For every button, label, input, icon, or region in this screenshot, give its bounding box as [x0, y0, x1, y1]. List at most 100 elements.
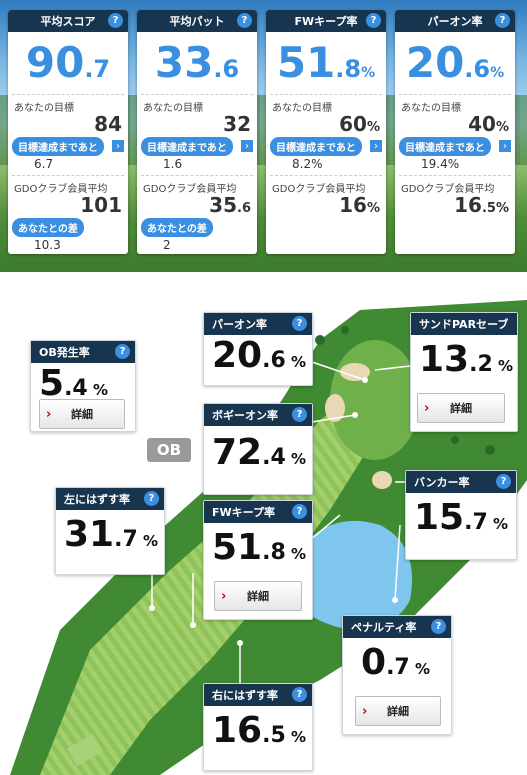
avg-suffix: .6 — [237, 201, 251, 216]
help-icon[interactable]: ? — [237, 13, 252, 28]
main-value: 20.6% — [395, 38, 515, 94]
stat-int: 72 — [212, 432, 263, 473]
remain-value: 6.7 — [34, 157, 54, 171]
help-icon[interactable]: ? — [366, 13, 381, 28]
help-icon[interactable]: ? — [292, 687, 307, 702]
help-icon[interactable]: ? — [496, 474, 511, 489]
bunker — [325, 394, 345, 422]
stat-dec: .8 — [262, 540, 286, 565]
goal-label: あなたの目標 — [14, 103, 74, 114]
chevron-right-icon[interactable]: › — [112, 140, 124, 152]
stat-value: 0.7 % — [343, 642, 451, 683]
main-value-int: 51 — [276, 38, 336, 87]
course-map: OB OB発生率? 5.4 % 詳細 パーオン率? 20.6 % サンドPARセ… — [0, 300, 527, 775]
main-value-pct: % — [490, 65, 505, 81]
stat-title: パーオン率? — [204, 313, 312, 335]
divider — [12, 94, 124, 95]
stat-title-text: 右にはずす率 — [212, 689, 278, 702]
divider — [399, 94, 511, 95]
stat-title-text: ボギーオン率 — [212, 409, 278, 422]
stat-dec: .5 — [262, 723, 286, 748]
main-value: 33.6 — [137, 38, 257, 94]
goal-value: 60% — [272, 112, 380, 136]
stat-title: バンカー率? — [406, 471, 516, 493]
main-value: 51.8% — [266, 38, 386, 94]
main-value-pct: % — [361, 65, 376, 81]
details-button[interactable]: 詳細 — [417, 393, 505, 423]
divider — [270, 94, 382, 95]
stat-int: 20 — [212, 335, 263, 376]
stat-pct: % — [87, 381, 108, 399]
diff-pill: あなたとの差 — [141, 218, 213, 237]
help-icon[interactable]: ? — [495, 13, 510, 28]
stat-title-text: ペナルティ率 — [351, 621, 417, 634]
stat-title: 右にはずす率? — [204, 684, 312, 706]
avg-label: GDOクラブ会員平均 — [143, 184, 237, 195]
stat-pct: % — [137, 532, 159, 550]
stat-bogey-on: ボギーオン率? 72.4 % — [203, 403, 313, 495]
details-button[interactable]: 詳細 — [39, 399, 125, 429]
avg-value: 16.5% — [401, 193, 509, 217]
stat-dec: .4 — [64, 376, 88, 401]
stat-title: ボギーオン率? — [204, 404, 312, 426]
help-icon[interactable]: ? — [292, 316, 307, 331]
goal-number: 84 — [94, 112, 122, 136]
avg-value: 35.6 — [143, 193, 251, 217]
tee — [67, 733, 103, 767]
stat-title-text: OB発生率 — [39, 346, 90, 359]
help-icon[interactable]: ? — [144, 491, 159, 506]
stat-title: サンドPARセーブ — [411, 313, 517, 335]
help-icon[interactable]: ? — [292, 504, 307, 519]
goal-label: あなたの目標 — [143, 103, 203, 114]
stat-value: 20.6 % — [204, 335, 312, 376]
remain-row[interactable]: 目標達成まであと › — [8, 136, 128, 156]
avg-value: 16% — [272, 193, 380, 217]
chevron-right-icon[interactable]: › — [370, 140, 382, 152]
chevron-right-icon[interactable]: › — [499, 140, 511, 152]
help-icon[interactable]: ? — [108, 13, 123, 28]
stat-value: 5.4 % — [31, 363, 135, 404]
summary-card-fw: FWキープ率? 51.8% あなたの目標 60% 目標達成まであと › 8.2% … — [266, 10, 386, 254]
stat-dec: .7 — [386, 655, 410, 680]
help-icon[interactable]: ? — [431, 619, 446, 634]
stat-dec: .4 — [262, 445, 286, 470]
help-icon[interactable]: ? — [292, 407, 307, 422]
remain-row[interactable]: 目標達成まであと › — [395, 136, 515, 156]
avg-value: 101 — [14, 193, 122, 217]
stat-title-text: 左にはずす率 — [64, 493, 130, 506]
details-button[interactable]: 詳細 — [214, 581, 302, 611]
main-value-int: 33 — [154, 38, 214, 87]
water-hazard — [290, 520, 412, 630]
stat-dec: .7 — [464, 510, 488, 535]
goal-value: 32 — [143, 112, 251, 136]
main-value-dec: .8 — [335, 55, 362, 83]
details-button[interactable]: 詳細 — [355, 696, 441, 726]
summary-card-score: 平均スコア? 90.7 あなたの目標 84 目標達成まであと › 6.7 GDOク… — [8, 10, 128, 254]
goal-value: 40% — [401, 112, 509, 136]
chevron-right-icon[interactable]: › — [241, 140, 253, 152]
remain-pill: 目標達成まであと — [141, 137, 233, 156]
divider — [12, 175, 124, 176]
remain-value: 8.2% — [292, 157, 323, 171]
card-title-text: FWキープ率 — [294, 15, 358, 28]
goal-number: 32 — [223, 112, 251, 136]
card-title-text: 平均スコア — [40, 15, 96, 28]
avg-label: GDOクラブ会員平均 — [401, 184, 495, 195]
stat-title-text: FWキープ率 — [212, 506, 275, 519]
stat-int: 31 — [64, 514, 115, 555]
main-value-dec: .7 — [84, 55, 111, 83]
stat-int: 16 — [212, 710, 263, 751]
bunker — [372, 471, 392, 489]
stat-value: 13.2 % — [411, 339, 517, 380]
main-value-int: 20 — [405, 38, 465, 87]
stat-int: 13 — [419, 339, 470, 380]
remain-value: 1.6 — [163, 157, 183, 171]
remain-row[interactable]: 目標達成まであと › — [137, 136, 257, 156]
stat-title-text: サンドPARセーブ — [419, 318, 509, 331]
bunker — [340, 363, 370, 381]
remain-row[interactable]: 目標達成まであと › — [266, 136, 386, 156]
goal-number: 40 — [468, 112, 496, 136]
goal-suffix: % — [495, 120, 509, 135]
main-value-dec: .6 — [213, 55, 240, 83]
help-icon[interactable]: ? — [115, 344, 130, 359]
